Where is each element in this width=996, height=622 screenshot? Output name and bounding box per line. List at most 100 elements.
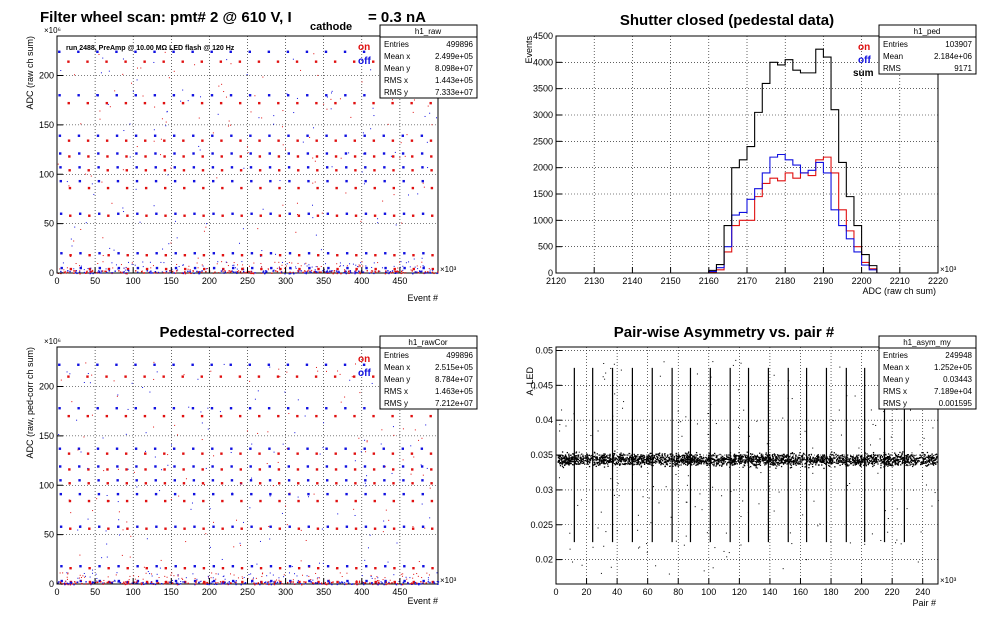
- point-transition: [129, 575, 131, 577]
- point-baseline: [374, 582, 377, 584]
- asym-point: [621, 456, 623, 459]
- point-on: [412, 254, 415, 257]
- asym-point: [661, 458, 663, 460]
- asym-point: [728, 462, 730, 464]
- point-on: [162, 101, 166, 105]
- point-baseline: [135, 582, 137, 584]
- point-on: [88, 527, 91, 530]
- asym-point: [574, 455, 576, 457]
- point-transition: [131, 262, 133, 264]
- point-on: [412, 580, 415, 584]
- point-transition: [89, 576, 91, 578]
- asym-point: [810, 453, 813, 456]
- point-baseline: [426, 272, 428, 274]
- asym-point: [622, 454, 624, 457]
- asym-point: [600, 462, 603, 464]
- point-on: [430, 186, 434, 190]
- asym-point: [677, 461, 679, 463]
- point-baseline: [270, 583, 273, 586]
- point-transition: [200, 411, 202, 413]
- point-on: [410, 414, 413, 418]
- asym-point: [853, 460, 855, 462]
- asym-point: [760, 456, 762, 459]
- asym-point: [732, 458, 735, 460]
- asym-point: [768, 454, 771, 456]
- asym-point: [710, 460, 712, 462]
- point-off: [116, 465, 119, 468]
- asym-point: [689, 455, 691, 457]
- point-baseline: [122, 271, 124, 274]
- point-off: [78, 166, 81, 169]
- point-baseline: [118, 270, 120, 272]
- asym-point: [686, 464, 689, 466]
- point-transition: [82, 575, 84, 577]
- point-transition: [254, 95, 256, 97]
- asym-point: [621, 457, 624, 459]
- point-off: [59, 212, 63, 215]
- point-transition: [339, 572, 341, 574]
- point-transition: [112, 581, 114, 583]
- asym-point: [848, 458, 850, 460]
- asym-point: [567, 459, 569, 461]
- asym-point: [722, 457, 724, 459]
- point-off: [78, 525, 82, 528]
- asym-point: [897, 461, 900, 464]
- point-transition: [308, 269, 310, 271]
- asym-point: [759, 464, 762, 467]
- point-off: [154, 152, 157, 155]
- point-baseline: [221, 581, 223, 584]
- point-transition: [166, 268, 168, 270]
- asym-outlier: [819, 523, 821, 525]
- point-on: [315, 468, 319, 471]
- point-off: [288, 525, 291, 528]
- asym-point: [932, 463, 934, 465]
- point-off: [135, 492, 139, 496]
- asym-point: [906, 458, 908, 461]
- asym-point: [564, 459, 567, 461]
- asym-point: [593, 455, 596, 458]
- asym-point: [754, 458, 756, 460]
- asym-point: [737, 460, 739, 462]
- point-transition: [70, 512, 72, 514]
- asym-point: [715, 456, 717, 458]
- point-transition: [83, 436, 85, 438]
- point-on: [372, 139, 376, 142]
- point-transition: [107, 103, 109, 105]
- asym-point: [801, 455, 804, 457]
- point-transition: [136, 79, 138, 81]
- point-transition: [99, 118, 101, 120]
- asym-point: [749, 457, 752, 459]
- asym-point: [824, 456, 826, 458]
- asym-point: [922, 461, 924, 463]
- point-off: [212, 525, 215, 528]
- point-transition: [167, 454, 169, 456]
- asym-point: [885, 457, 887, 460]
- point-transition: [185, 478, 187, 480]
- asym-point: [780, 457, 783, 460]
- point-transition: [217, 261, 219, 263]
- asym-point: [735, 461, 737, 463]
- asym-point: [885, 464, 888, 466]
- point-on: [315, 101, 318, 105]
- point-transition: [413, 573, 415, 575]
- asym-point: [674, 460, 676, 462]
- point-transition: [289, 492, 291, 494]
- asym-point: [707, 459, 709, 461]
- asym-point: [666, 456, 668, 459]
- point-on: [86, 375, 89, 378]
- asym-point: [721, 458, 723, 461]
- asym-point: [720, 456, 722, 458]
- point-transition: [418, 583, 420, 585]
- point-on: [374, 254, 377, 257]
- point-on: [336, 254, 339, 257]
- y-tick-label: 0: [49, 268, 54, 278]
- point-off: [230, 465, 233, 468]
- asym-point: [808, 458, 811, 460]
- point-baseline: [307, 270, 309, 272]
- point-transition: [424, 527, 426, 529]
- asym-point: [732, 459, 734, 461]
- point-on: [125, 186, 129, 190]
- point-transition: [123, 130, 125, 132]
- point-transition: [150, 267, 152, 269]
